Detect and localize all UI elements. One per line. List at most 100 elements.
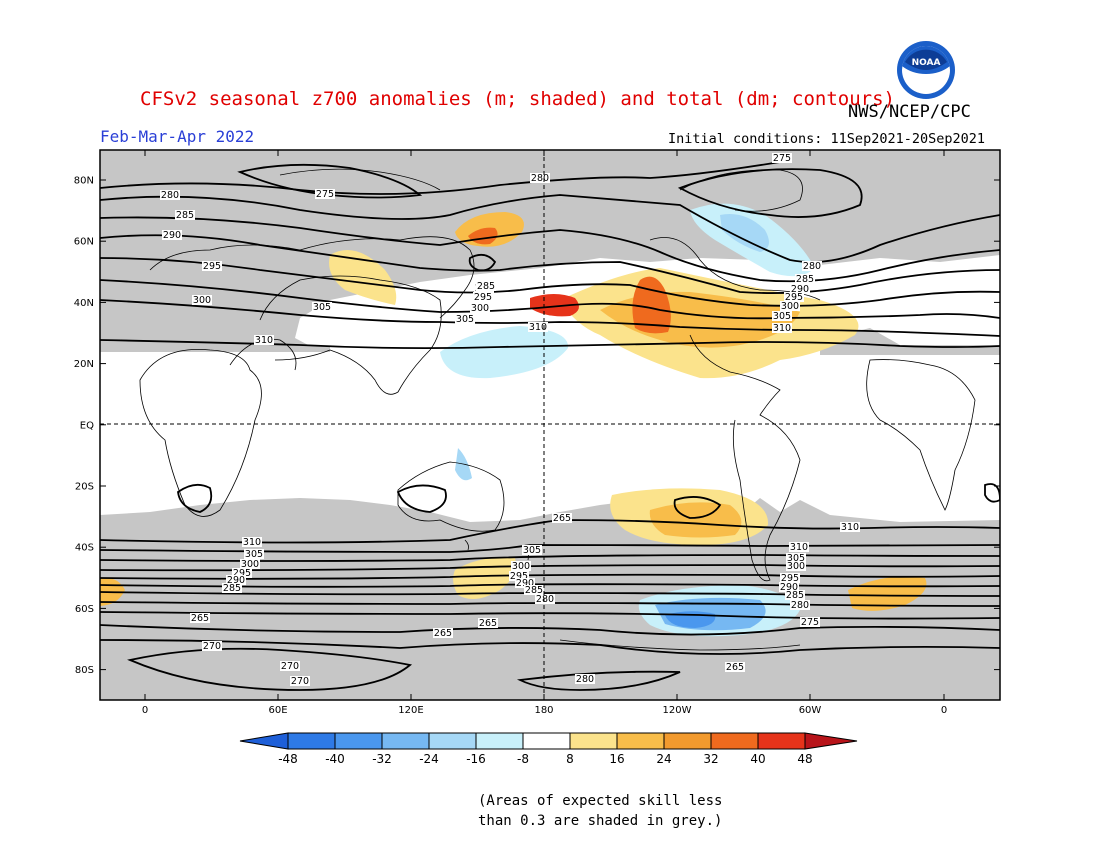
colorbar-tick-label: -32	[372, 752, 392, 766]
contour-label: 285	[796, 274, 814, 285]
lon-tick-label: 120W	[663, 705, 692, 716]
lat-tick-label: 20S	[75, 482, 94, 493]
contour-label-group: 2752802802852902953003053102752802852902…	[160, 153, 860, 687]
contour-label: 300	[781, 301, 799, 312]
contour-label: 280	[161, 190, 179, 201]
lat-tick-label: 60S	[75, 604, 94, 615]
contour-label: 305	[773, 311, 791, 322]
positive-anomalies	[100, 212, 927, 611]
contour-label: 270	[291, 676, 309, 687]
contour-label: 300	[512, 561, 530, 572]
contour-label: 290	[475, 283, 493, 294]
colorbar-tick-label: 16	[609, 752, 624, 766]
contour-label: 295	[510, 571, 528, 582]
contour-label: 310	[243, 537, 261, 548]
colorbar-segment	[663, 732, 712, 750]
colorbar: -48 -40 -32 -24 -16 -8 8 16 24 32 40 48	[239, 732, 858, 766]
lon-tick-label: 60E	[268, 705, 287, 716]
contour-label: 310	[841, 522, 859, 533]
contour-label: 280	[531, 173, 549, 184]
contour-label: 280	[536, 594, 554, 605]
colorbar-tick-label: 40	[750, 752, 765, 766]
contour-label: 290	[227, 575, 245, 586]
noaa-logo-icon: NOAA	[897, 41, 955, 99]
negative-anomalies	[440, 203, 815, 637]
contour-label: 265	[434, 628, 452, 639]
contour-label: 295	[233, 568, 251, 579]
lon-tick-label: 120E	[398, 705, 423, 716]
contour-label: 305	[787, 553, 805, 564]
contour-label: 290	[791, 284, 809, 295]
contour-label: 295	[781, 573, 799, 584]
colorbar-tick-label: -24	[419, 752, 439, 766]
contour-label: 290	[516, 578, 534, 589]
contour-label: 295	[474, 292, 492, 303]
contour-label: 310	[255, 335, 273, 346]
colorbar-tick-label: -48	[278, 752, 298, 766]
colorbar-segment	[522, 732, 571, 750]
contour-label: 305	[456, 314, 474, 325]
colorbar-tick-label: 8	[566, 752, 574, 766]
colorbar-tick-label: -40	[325, 752, 345, 766]
colorbar-tick-label: -16	[466, 752, 486, 766]
contour-label: 285	[223, 583, 241, 594]
skill-footnote: (Areas of expected skill less than 0.3 a…	[478, 791, 722, 831]
contour-label: 295	[785, 292, 803, 303]
contour-label: 275	[316, 189, 334, 200]
colorbar-segment	[287, 732, 336, 750]
lon-tick-label: 180	[534, 705, 553, 716]
colorbar-tick-label: 24	[656, 752, 671, 766]
colorbar-tick-label: -8	[517, 752, 529, 766]
lat-tick-label: 40N	[74, 298, 94, 309]
colorbar-segment	[569, 732, 618, 750]
colorbar-segment	[757, 732, 806, 750]
colorbar-segment	[804, 732, 858, 750]
contour-label: 275	[773, 153, 791, 164]
contour-label: 300	[193, 295, 211, 306]
contour-label: 270	[281, 661, 299, 672]
map-frame	[99, 149, 1001, 701]
colorbar-tick-label: 32	[703, 752, 718, 766]
lat-tick-label: 20N	[74, 359, 94, 370]
lat-tick-label: 80N	[74, 176, 94, 187]
contour-label: 275	[801, 617, 819, 628]
contour-label: 280	[576, 674, 594, 685]
season-label: Feb-Mar-Apr 2022	[100, 127, 255, 146]
longitude-axis: 0 60E 120E 180 120W 60W 0	[142, 150, 947, 716]
contour-label: 285	[176, 210, 194, 221]
colorbar-segment	[616, 732, 665, 750]
lon-tick-label: 0	[941, 705, 947, 716]
colorbar-segment	[381, 732, 430, 750]
contour-label: 265	[191, 613, 209, 624]
lat-tick-label: 60N	[74, 237, 94, 248]
footnote-line-2: than 0.3 are shaded in grey.)	[478, 813, 723, 829]
contour-label: 290	[163, 230, 181, 241]
colorbar-segment	[710, 732, 759, 750]
noaa-logo-text: NOAA	[912, 58, 941, 68]
contour-label: 265	[726, 662, 744, 673]
agency-label: NWS/NCEP/CPC	[848, 102, 971, 122]
contour-label: 290	[780, 582, 798, 593]
colorbar-segment	[475, 732, 524, 750]
lat-tick-label: 40S	[75, 543, 94, 554]
height-contours	[100, 161, 1000, 691]
lon-tick-label: 0	[142, 705, 148, 716]
contour-label: 295	[203, 261, 221, 272]
colorbar-segment	[428, 732, 477, 750]
contour-label: 300	[241, 559, 259, 570]
map-panel: 2752802802852902953003053102752802852902…	[100, 150, 1000, 700]
chart-title: CFSv2 seasonal z700 anomalies (m; shaded…	[140, 88, 895, 110]
contour-label: 285	[477, 281, 495, 292]
low-skill-shading	[100, 150, 1000, 700]
contour-label: 265	[479, 618, 497, 629]
colorbar-segment	[334, 732, 383, 750]
colorbar-segment	[239, 732, 289, 750]
contour-label: 285	[525, 585, 543, 596]
contour-label: 305	[523, 545, 541, 556]
contour-label: 280	[803, 261, 821, 272]
contour-label: 300	[471, 303, 489, 314]
contour-label: 265	[553, 513, 571, 524]
lat-tick-label: EQ	[80, 420, 94, 431]
contour-label: 305	[313, 302, 331, 313]
contour-label: 285	[786, 590, 804, 601]
